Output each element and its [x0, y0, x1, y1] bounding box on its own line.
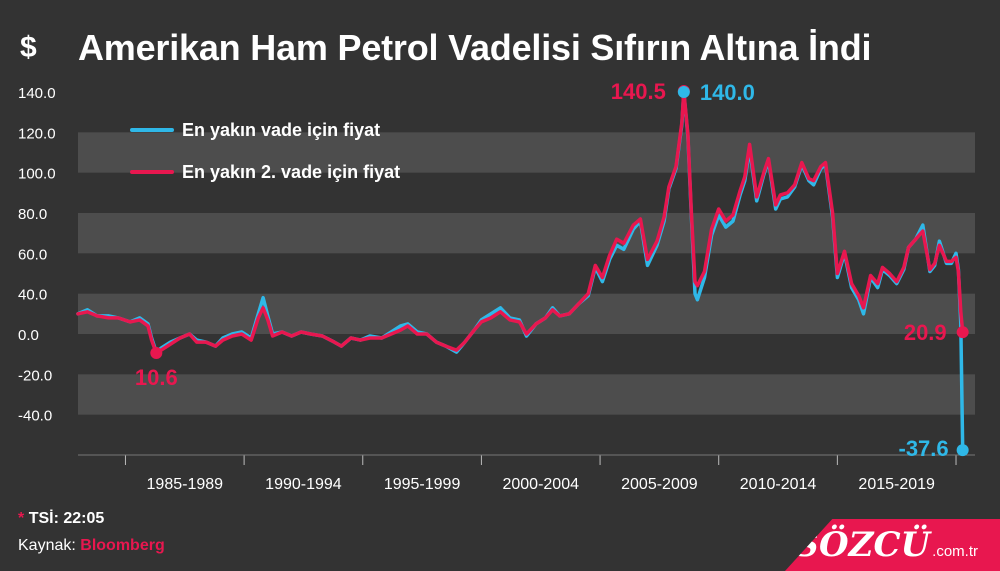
annotation-dot — [150, 346, 163, 359]
time-text: TSİ: 22:05 — [28, 510, 105, 527]
time-note: * TSİ: 22:05 — [18, 510, 104, 528]
annotation-dot — [677, 86, 690, 98]
x-tick-label: 1990-1994 — [265, 476, 342, 493]
source-name: Bloomberg — [80, 537, 165, 554]
y-tick-label: 140.0 — [18, 85, 56, 102]
y-tick-label: -20.0 — [18, 367, 52, 384]
legend: En yakın vade için fiyat En yakın 2. vade… — [130, 120, 400, 182]
x-tick-label: 2005-2009 — [621, 476, 698, 493]
annotation-label: 10.6 — [135, 365, 178, 390]
grid-band — [78, 293, 975, 334]
series-lines — [76, 89, 965, 452]
legend-label: En yakın 2. vade için fiyat — [182, 162, 400, 182]
annotation-label: -37.6 — [899, 436, 949, 461]
annotation-dot — [956, 444, 969, 457]
x-tick-label: 2010-2014 — [740, 476, 817, 493]
x-tick-label: 2000-2004 — [502, 476, 579, 493]
annotation-label: 140.0 — [700, 80, 755, 105]
y-tick-label: -40.0 — [18, 408, 52, 425]
y-tick-label: 120.0 — [18, 125, 56, 142]
source-label: Kaynak: — [18, 537, 76, 554]
chart-title: Amerikan Ham Petrol Vadelisi Sıfırın Alt… — [78, 27, 872, 68]
currency-symbol: $ — [20, 31, 37, 64]
y-tick-label: 40.0 — [18, 287, 47, 304]
y-tick-label: 80.0 — [18, 206, 47, 223]
x-tick-labels: 1985-1989 1990-1994 1995-1999 2000-2004 2005… — [147, 476, 936, 493]
y-tick-labels: 140.0 120.0 100.0 80.0 60.0 40.0 0.0 -20.0 -40.0 — [18, 85, 56, 425]
x-tick-label: 2015-2019 — [858, 476, 935, 493]
logo-domain: .com.tr — [932, 542, 978, 560]
x-tick-label: 1985-1989 — [147, 476, 224, 493]
grid-band — [78, 213, 975, 254]
title-row: $ Amerikan Ham Petrol Vadelisi Sıfırın A… — [20, 18, 871, 78]
legend-label: En yakın vade için fiyat — [182, 120, 380, 140]
grid-bands — [78, 132, 975, 415]
grid-band — [78, 374, 975, 415]
annotations: 140.5 140.0 10.6 20.9 -37.6 — [135, 79, 969, 461]
annotation-label: 20.9 — [904, 320, 947, 345]
time-star: * — [18, 510, 25, 527]
y-tick-label: 60.0 — [18, 246, 47, 263]
annotation-dot — [956, 326, 969, 339]
y-tick-label: 100.0 — [18, 166, 56, 183]
x-tick-label: 1995-1999 — [384, 476, 461, 493]
series-line — [76, 89, 965, 355]
source-note: Kaynak: Bloomberg — [18, 537, 165, 555]
x-ticks — [78, 454, 975, 465]
annotation-label: 140.5 — [611, 79, 666, 104]
y-tick-label: 0.0 — [18, 327, 39, 344]
